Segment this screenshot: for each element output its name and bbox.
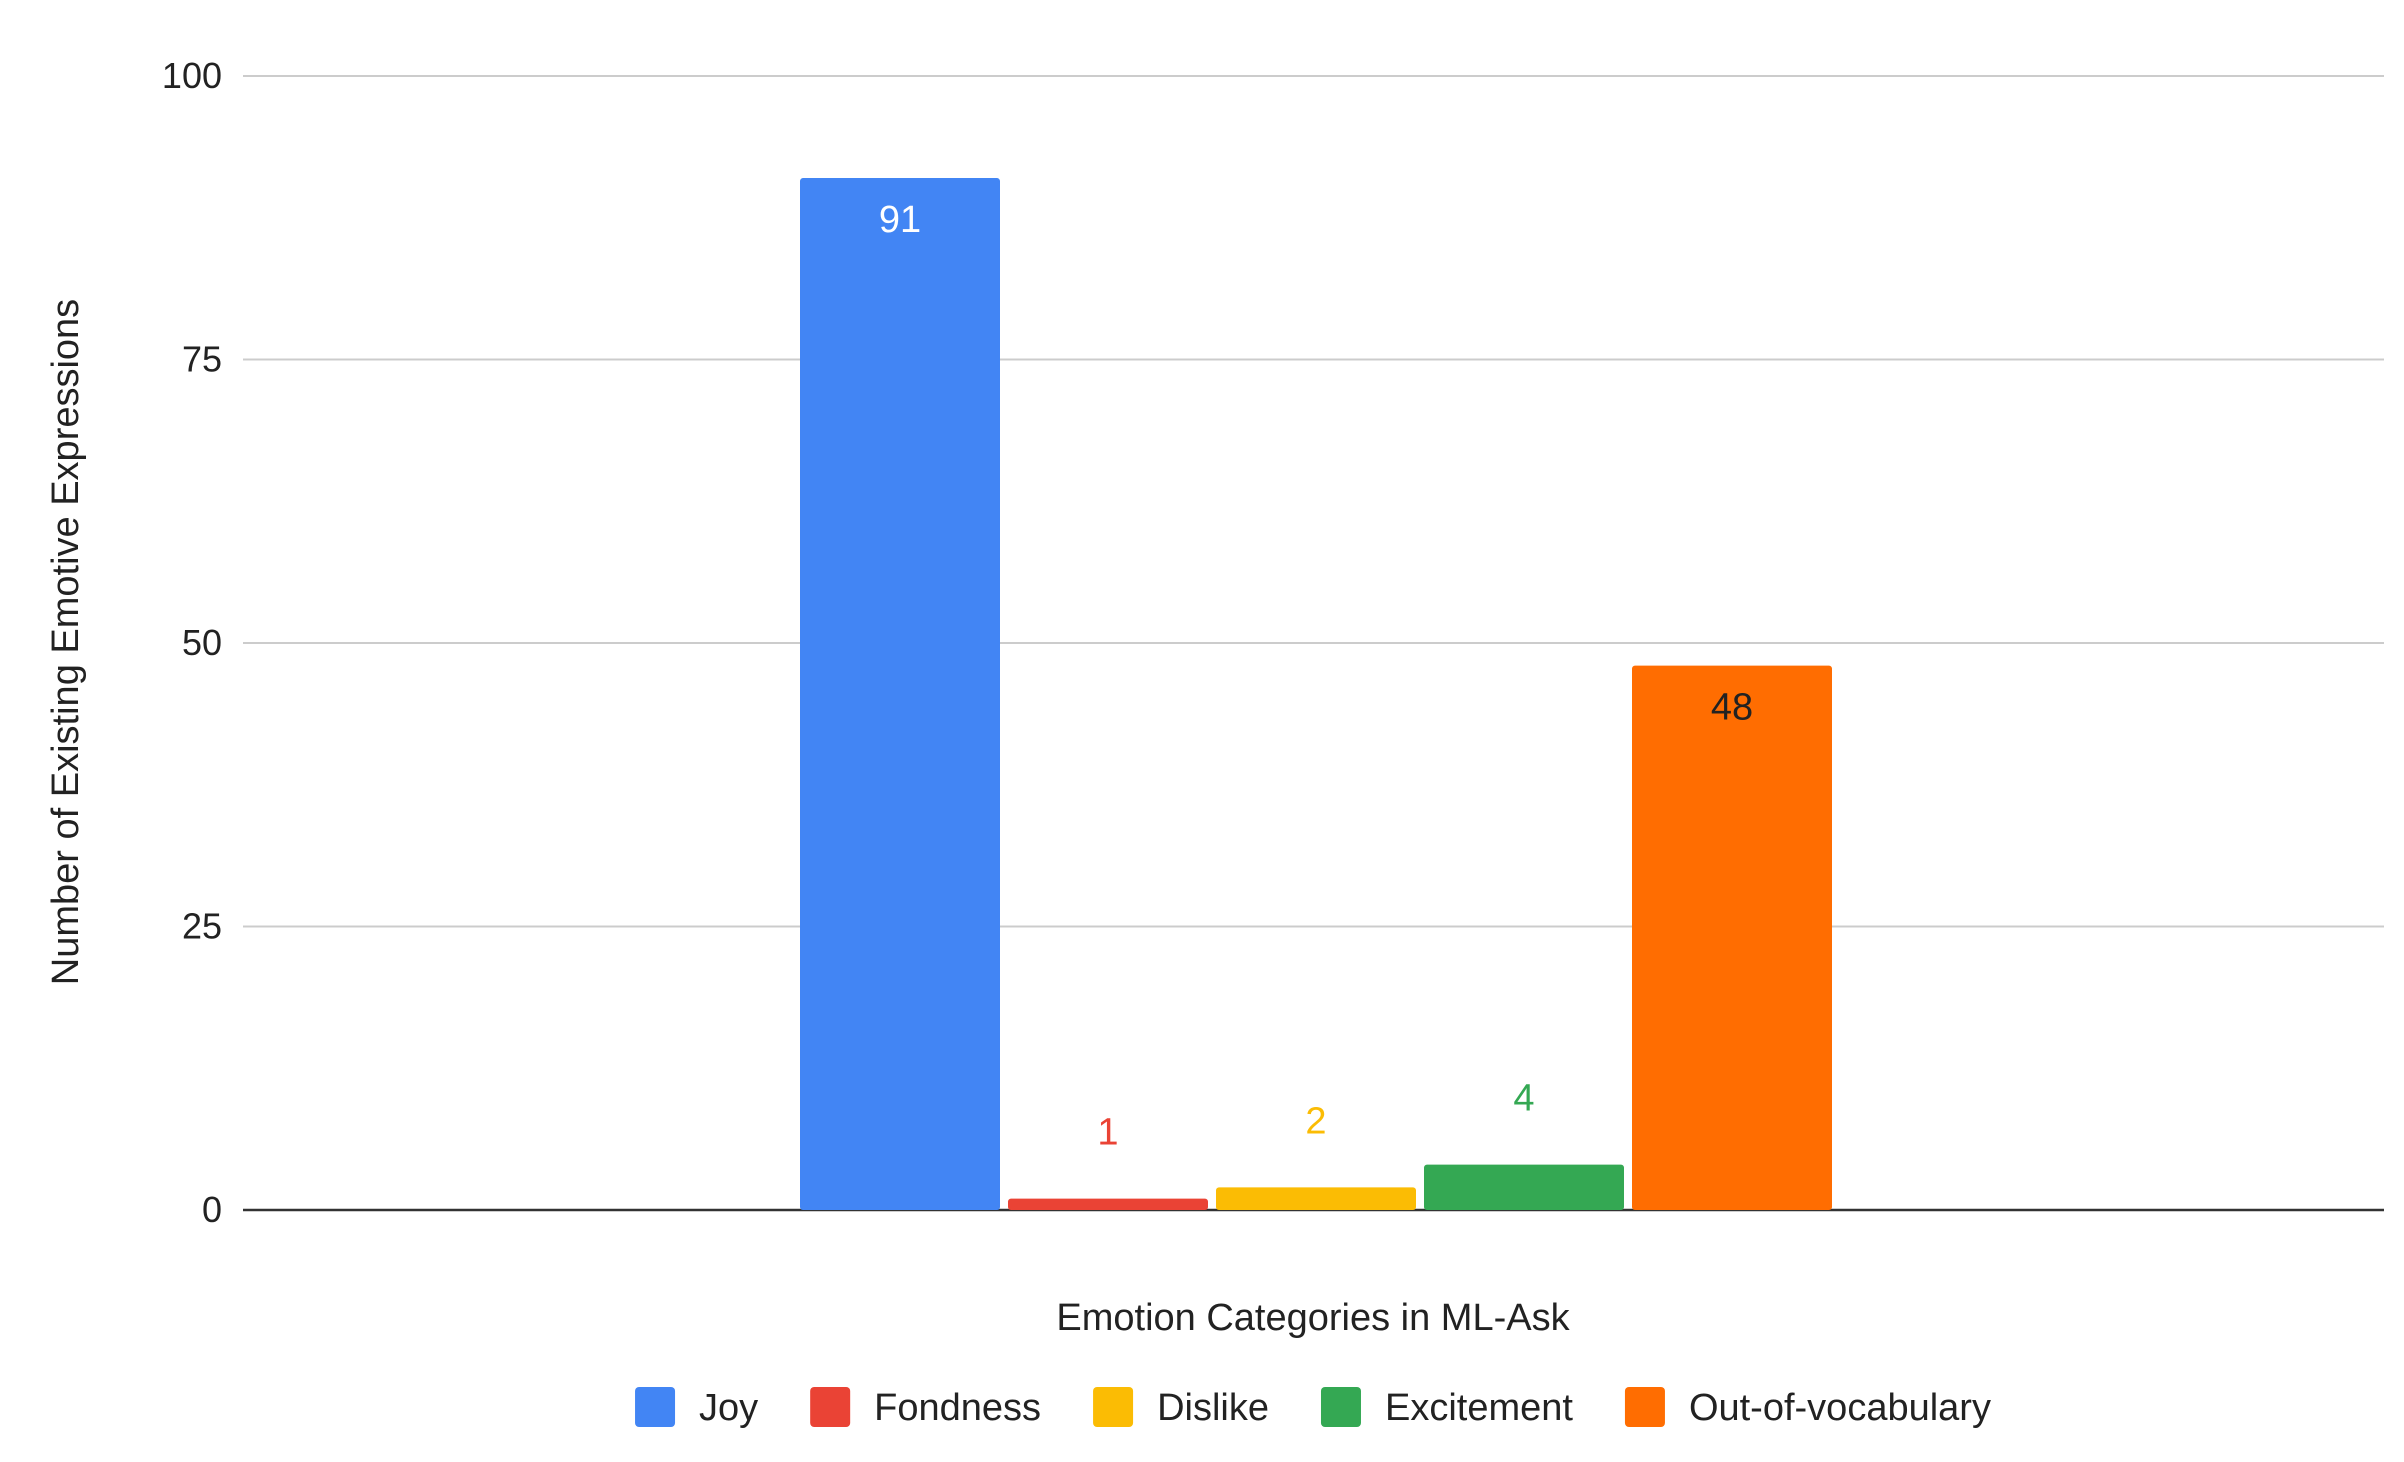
data-label: 4 [1513,1078,1534,1120]
data-label: 2 [1305,1100,1326,1142]
bar-fondness [1008,1198,1208,1210]
y-tick-label: 50 [182,622,222,663]
x-axis-title: Emotion Categories in ML-Ask [1056,1297,1570,1339]
data-labels: 91 1 2 4 48 [879,199,1753,1154]
y-tick-label: 100 [162,55,222,96]
y-tick-label: 25 [182,906,222,947]
bar-out-of-vocabulary [1632,665,1832,1210]
bar-excitement [1424,1164,1624,1210]
legend-swatch [1624,1387,1665,1427]
legend-label: Joy [699,1387,758,1429]
data-label: 1 [1097,1112,1118,1154]
bar-joy [800,178,1000,1210]
data-label: 91 [879,199,921,241]
y-tick-label: 75 [182,339,222,380]
y-axis-title: Number of Existing Emotive Expressions [45,299,87,985]
legend: Joy Fondness Dislike Excitement Out-of-vocab… [635,1387,1991,1429]
legend-label: Fondness [874,1387,1041,1429]
y-tick-label: 0 [202,1189,222,1230]
gridlines [243,75,2384,928]
data-label: 48 [1711,687,1753,729]
bars [800,178,1832,1210]
legend-label: Out-of-vocabulary [1689,1387,1991,1429]
legend-swatch [635,1387,676,1427]
legend-label: Dislike [1157,1387,1269,1429]
legend-swatch [810,1387,851,1427]
legend-swatch [1093,1387,1134,1427]
legend-label: Excitement [1385,1387,1573,1429]
legend-swatch [1320,1387,1361,1427]
bar-dislike [1216,1187,1416,1210]
y-axis-tick-labels: 0 25 50 75 100 [162,55,222,1230]
